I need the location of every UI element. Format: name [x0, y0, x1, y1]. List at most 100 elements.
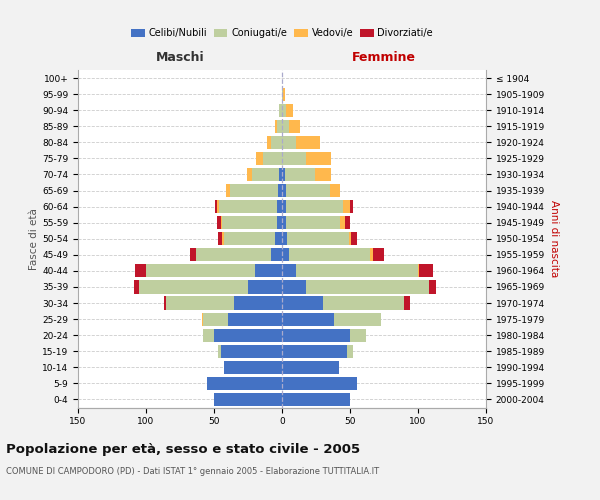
Bar — [271, 136, 282, 149]
Bar — [220, 200, 277, 213]
Bar — [215, 200, 217, 213]
Bar — [282, 377, 357, 390]
Bar — [214, 393, 282, 406]
Bar — [282, 312, 334, 326]
Bar — [286, 200, 343, 213]
Bar — [217, 216, 221, 230]
Bar — [282, 360, 339, 374]
Bar — [134, 280, 139, 293]
Text: Femmine: Femmine — [352, 50, 416, 64]
Bar — [203, 328, 214, 342]
Bar — [146, 264, 255, 278]
Bar — [230, 184, 278, 197]
Bar — [190, 248, 196, 262]
Bar — [314, 168, 331, 181]
Bar — [286, 216, 340, 230]
Y-axis label: Anni di nascita: Anni di nascita — [549, 200, 559, 278]
Bar — [227, 312, 282, 326]
Bar — [222, 232, 224, 245]
Bar — [277, 200, 282, 213]
Bar — [349, 232, 352, 245]
Bar — [329, 184, 340, 197]
Bar — [282, 184, 286, 197]
Bar — [373, 248, 384, 262]
Bar — [282, 264, 296, 278]
Bar — [275, 120, 277, 133]
Bar — [275, 232, 282, 245]
Bar — [282, 280, 307, 293]
Bar — [286, 104, 293, 117]
Bar — [224, 360, 282, 374]
Bar — [350, 328, 367, 342]
Bar — [263, 152, 282, 165]
Bar — [267, 136, 271, 149]
Bar — [282, 152, 307, 165]
Bar — [286, 184, 329, 197]
Bar — [252, 168, 279, 181]
Bar — [418, 264, 419, 278]
Bar — [282, 296, 323, 310]
Bar — [279, 104, 282, 117]
Bar — [256, 152, 263, 165]
Bar — [334, 312, 381, 326]
Bar — [271, 248, 282, 262]
Bar — [282, 344, 347, 358]
Bar — [226, 184, 230, 197]
Bar — [207, 377, 282, 390]
Bar — [217, 200, 220, 213]
Bar — [343, 200, 350, 213]
Bar — [247, 168, 252, 181]
Bar — [307, 152, 331, 165]
Bar — [214, 328, 282, 342]
Bar — [218, 232, 222, 245]
Bar — [307, 280, 429, 293]
Bar — [282, 248, 289, 262]
Bar — [370, 248, 373, 262]
Bar — [287, 232, 349, 245]
Bar — [282, 168, 285, 181]
Bar — [283, 88, 285, 101]
Bar — [224, 232, 275, 245]
Bar — [429, 280, 436, 293]
Bar — [285, 168, 314, 181]
Bar — [218, 344, 221, 358]
Bar — [277, 120, 282, 133]
Bar — [282, 136, 296, 149]
Bar — [282, 232, 287, 245]
Bar — [282, 88, 283, 101]
Bar — [221, 344, 282, 358]
Bar — [347, 344, 353, 358]
Bar — [255, 264, 282, 278]
Bar — [282, 328, 350, 342]
Bar — [248, 280, 282, 293]
Bar — [221, 216, 222, 230]
Text: Maschi: Maschi — [155, 50, 205, 64]
Bar — [282, 120, 289, 133]
Bar — [289, 248, 370, 262]
Bar — [296, 136, 320, 149]
Bar — [404, 296, 410, 310]
Bar — [164, 296, 166, 310]
Legend: Celibi/Nubili, Coniugati/e, Vedovi/e, Divorziati/e: Celibi/Nubili, Coniugati/e, Vedovi/e, Di… — [127, 24, 437, 42]
Bar — [419, 264, 433, 278]
Bar — [202, 312, 203, 326]
Bar — [323, 296, 404, 310]
Bar — [277, 216, 282, 230]
Bar — [282, 104, 286, 117]
Bar — [282, 200, 286, 213]
Text: COMUNE DI CAMPODORO (PD) - Dati ISTAT 1° gennaio 2005 - Elaborazione TUTTITALIA.: COMUNE DI CAMPODORO (PD) - Dati ISTAT 1°… — [6, 468, 379, 476]
Bar — [282, 393, 350, 406]
Bar — [296, 264, 418, 278]
Y-axis label: Fasce di età: Fasce di età — [29, 208, 39, 270]
Bar — [278, 184, 282, 197]
Text: Popolazione per età, sesso e stato civile - 2005: Popolazione per età, sesso e stato civil… — [6, 442, 360, 456]
Bar — [235, 296, 282, 310]
Bar — [166, 296, 235, 310]
Bar — [352, 232, 357, 245]
Bar — [340, 216, 344, 230]
Bar — [289, 120, 299, 133]
Bar — [135, 264, 146, 278]
Bar — [279, 168, 282, 181]
Bar — [350, 200, 353, 213]
Bar — [203, 312, 227, 326]
